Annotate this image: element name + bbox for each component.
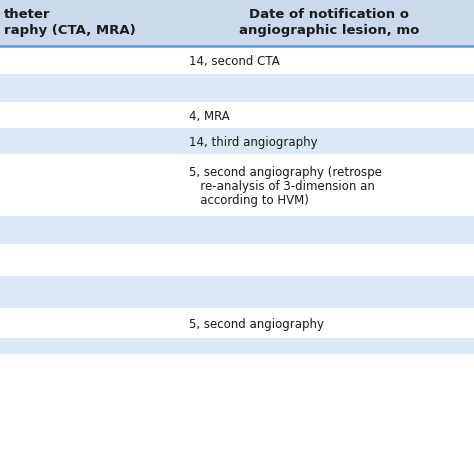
Bar bbox=[0, 276, 474, 308]
Bar bbox=[0, 102, 474, 128]
Bar bbox=[0, 74, 474, 102]
Bar bbox=[0, 308, 474, 338]
Text: 5, second angiography: 5, second angiography bbox=[189, 318, 324, 331]
Bar bbox=[0, 46, 474, 74]
Bar bbox=[0, 216, 474, 244]
Text: 5, second angiography (retrospe: 5, second angiography (retrospe bbox=[189, 166, 382, 179]
Bar bbox=[0, 0, 474, 46]
Bar bbox=[0, 154, 474, 216]
Bar bbox=[0, 128, 474, 154]
Text: 14, third angiography: 14, third angiography bbox=[189, 136, 318, 149]
Text: according to HVM): according to HVM) bbox=[189, 194, 309, 207]
Text: re-analysis of 3-dimension an: re-analysis of 3-dimension an bbox=[189, 180, 375, 193]
Bar bbox=[0, 244, 474, 276]
Text: 14, second CTA: 14, second CTA bbox=[189, 55, 280, 68]
Text: angiographic lesion, mo: angiographic lesion, mo bbox=[239, 24, 419, 37]
Bar bbox=[0, 338, 474, 354]
Text: theter: theter bbox=[4, 8, 51, 21]
Text: raphy (CTA, MRA): raphy (CTA, MRA) bbox=[4, 24, 136, 37]
Text: Date of notification o: Date of notification o bbox=[249, 8, 410, 21]
Text: 4, MRA: 4, MRA bbox=[189, 110, 230, 123]
